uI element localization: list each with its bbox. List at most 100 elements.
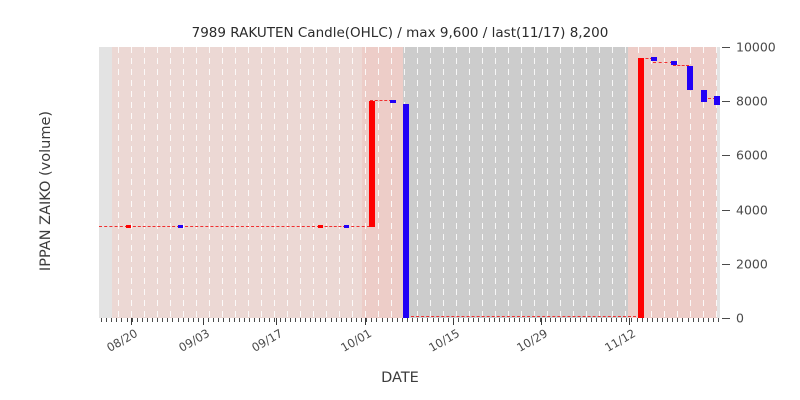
candle-c10-down	[671, 61, 677, 66]
x-tick-mark-minor	[305, 318, 306, 322]
vertical-gridline	[664, 47, 665, 318]
x-tick-mark-minor	[432, 318, 434, 322]
x-tick-mark-minor	[182, 318, 184, 322]
x-tick-mark-minor	[682, 318, 684, 322]
x-tick-mark-minor	[152, 318, 153, 322]
x-tick-mark-minor	[473, 318, 475, 322]
y-tick-mark	[722, 263, 730, 265]
x-tick-mark-minor	[162, 318, 164, 322]
x-tick-mark-minor	[213, 318, 215, 322]
background-band-gray-mid	[403, 47, 628, 318]
chart-title: 7989 RAKUTEN Candle(OHLC) / max 9,600 / …	[191, 25, 609, 41]
vertical-gridline	[456, 47, 457, 318]
candle-c9-down	[651, 57, 657, 62]
x-tick-mark-minor	[335, 318, 337, 322]
vertical-gridline	[508, 47, 509, 318]
x-tick-mark-minor	[442, 318, 444, 322]
x-tick-mark-minor	[605, 318, 607, 322]
y-tick-mark	[722, 318, 730, 319]
x-tick-mark-minor	[243, 318, 245, 322]
x-tick-mark-minor	[279, 318, 281, 322]
x-tick-mark-minor	[463, 318, 465, 322]
vertical-gridline	[469, 47, 470, 318]
x-tick-mark-minor	[157, 318, 159, 322]
x-tick-mark-minor	[656, 318, 658, 322]
x-tick-mark-minor	[264, 318, 266, 322]
x-tick-mark-minor	[626, 318, 628, 322]
y-tick-mark	[722, 209, 730, 211]
x-tick-mark-major	[365, 318, 366, 325]
x-tick-mark-minor	[692, 318, 694, 322]
connector-k10	[673, 65, 689, 67]
vertical-gridline	[248, 47, 249, 318]
x-tick-mark-minor	[631, 318, 633, 322]
vertical-gridline	[391, 47, 392, 318]
x-tick-label: 09/17	[249, 326, 285, 355]
vertical-gridline	[300, 47, 301, 318]
x-tick-mark-minor	[458, 318, 459, 322]
x-tick-mark-minor	[248, 318, 250, 322]
x-tick-mark-minor	[131, 318, 133, 322]
x-tick-mark-minor	[274, 318, 276, 322]
x-tick-mark-minor	[396, 318, 398, 322]
x-tick-mark-minor	[488, 318, 490, 322]
x-tick-mark-minor	[524, 318, 526, 322]
x-tick-label: 10/15	[426, 326, 462, 355]
x-tick-mark-minor	[345, 318, 347, 322]
x-tick-mark-minor	[677, 318, 679, 322]
x-tick-mark-minor	[401, 318, 403, 322]
vertical-gridline	[495, 47, 496, 318]
y-axis-label: IPPAN ZAIKO (volume)	[38, 110, 54, 272]
x-tick-mark-major	[276, 318, 277, 325]
x-tick-mark-minor	[121, 318, 123, 322]
vertical-gridline	[690, 47, 691, 318]
x-tick-mark-minor	[228, 318, 230, 322]
x-tick-mark-minor	[269, 318, 271, 322]
vertical-gridline	[118, 47, 119, 318]
vertical-gridline	[157, 47, 158, 318]
x-tick-mark-minor	[590, 318, 592, 322]
connector-k9	[653, 61, 673, 63]
x-tick-mark-minor	[616, 318, 618, 322]
x-tick-mark-minor	[361, 318, 363, 322]
x-tick-label: 10/01	[338, 326, 374, 355]
x-tick-mark-minor	[503, 318, 505, 322]
candle-c5-up	[369, 101, 375, 228]
x-tick-mark-minor	[177, 318, 179, 322]
y-tick-label: 4000	[736, 202, 768, 218]
x-tick-mark-minor	[289, 318, 291, 322]
x-tick-mark-minor	[672, 318, 674, 322]
x-tick-mark-minor	[218, 318, 220, 322]
candle-c4-down	[344, 224, 349, 228]
x-tick-mark-minor	[580, 318, 582, 322]
vertical-gridline	[235, 47, 236, 318]
connector-k11	[703, 97, 716, 99]
vertical-gridline	[222, 47, 223, 318]
vertical-gridline	[716, 47, 717, 318]
x-tick-mark-minor	[371, 318, 373, 322]
x-tick-mark-minor	[340, 318, 342, 322]
candle-c8-up	[638, 57, 644, 318]
x-tick-mark-minor	[493, 318, 495, 322]
background-band-pink-light-left	[112, 47, 362, 318]
x-tick-mark-minor	[483, 318, 485, 322]
x-tick-mark-minor	[554, 318, 556, 322]
x-tick-mark-minor	[595, 318, 597, 322]
vertical-gridline	[183, 47, 184, 318]
x-tick-mark-minor	[106, 318, 108, 322]
x-tick-mark-major	[629, 318, 630, 325]
x-tick-mark-minor	[702, 318, 704, 322]
connector-k5	[346, 225, 370, 227]
x-tick-mark-minor	[539, 318, 541, 322]
x-tick-mark-minor	[514, 318, 516, 322]
x-tick-mark-minor	[116, 318, 118, 322]
x-tick-mark-minor	[381, 318, 383, 322]
x-tick-mark-minor	[667, 318, 669, 322]
vertical-gridline	[144, 47, 145, 318]
x-tick-mark-minor	[325, 318, 327, 322]
vertical-gridline	[547, 47, 548, 318]
vertical-gridline	[430, 47, 431, 318]
vertical-gridline	[612, 47, 613, 318]
x-tick-mark-minor	[172, 318, 174, 322]
candle-c2-down	[178, 224, 183, 228]
